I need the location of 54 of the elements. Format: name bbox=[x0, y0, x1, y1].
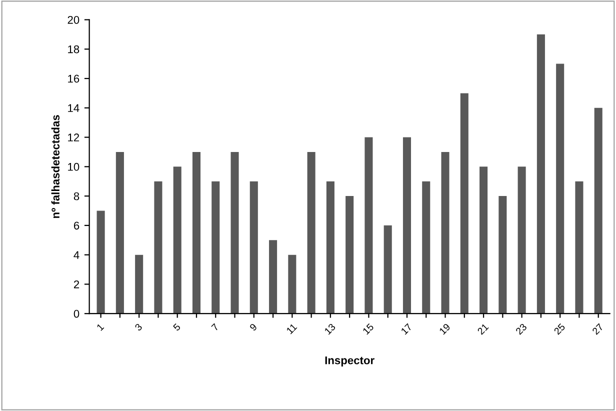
bar bbox=[460, 93, 468, 314]
bar bbox=[518, 166, 526, 314]
bar bbox=[230, 152, 239, 314]
bar bbox=[402, 137, 412, 314]
bar bbox=[326, 181, 334, 314]
bar bbox=[154, 181, 162, 314]
y-tick-label: 4 bbox=[74, 251, 80, 259]
x-tick-label: 7 bbox=[211, 323, 219, 332]
bar bbox=[536, 34, 545, 314]
y-tick-label: 6 bbox=[74, 222, 80, 230]
x-tick-label: 11 bbox=[286, 323, 298, 334]
bar bbox=[135, 254, 144, 314]
x-tick-label: 25 bbox=[554, 323, 566, 335]
x-tick-label: 5 bbox=[172, 323, 181, 332]
x-tick-label: 23 bbox=[515, 323, 528, 335]
bar bbox=[594, 108, 602, 314]
x-tick-label: 1 bbox=[96, 323, 104, 331]
bar bbox=[173, 166, 182, 314]
bar bbox=[498, 196, 507, 314]
bar bbox=[575, 181, 584, 314]
bar bbox=[480, 166, 488, 314]
x-tick-label: 27 bbox=[592, 323, 604, 335]
y-tick-label: 10 bbox=[68, 162, 80, 171]
bar bbox=[346, 196, 354, 314]
bar bbox=[250, 181, 258, 314]
bar bbox=[212, 181, 220, 314]
bar bbox=[441, 152, 450, 314]
y-tick-label: 2 bbox=[74, 280, 80, 288]
y-tick-label: 18 bbox=[68, 45, 80, 54]
x-tick-label: 19 bbox=[438, 323, 451, 335]
bar bbox=[288, 254, 296, 314]
x-tick-label: 21 bbox=[477, 323, 489, 335]
x-tick-label: 15 bbox=[362, 323, 374, 335]
bar bbox=[556, 64, 564, 314]
bar bbox=[269, 240, 278, 314]
y-tick-label: 0 bbox=[74, 310, 80, 318]
x-tick-label: 3 bbox=[134, 323, 143, 332]
y-tick-label: 14 bbox=[68, 104, 80, 112]
x-tick-label: 17 bbox=[400, 323, 412, 335]
y-tick-label: 16 bbox=[68, 74, 80, 83]
bar bbox=[364, 137, 373, 314]
bar bbox=[96, 210, 105, 314]
y-tick-label: 12 bbox=[68, 134, 80, 142]
bar bbox=[422, 181, 430, 314]
y-axis-title: nº falhasdetectadas bbox=[51, 115, 60, 218]
y-tick-label: 8 bbox=[74, 192, 80, 200]
x-tick-label: 13 bbox=[324, 323, 336, 335]
bar bbox=[192, 152, 201, 314]
x-axis-title: Inspector bbox=[325, 356, 374, 366]
x-tick-label: 9 bbox=[249, 323, 258, 332]
y-tick-label: 20 bbox=[68, 16, 80, 24]
bar bbox=[307, 152, 316, 314]
bar bbox=[116, 152, 124, 314]
bar bbox=[384, 225, 392, 314]
